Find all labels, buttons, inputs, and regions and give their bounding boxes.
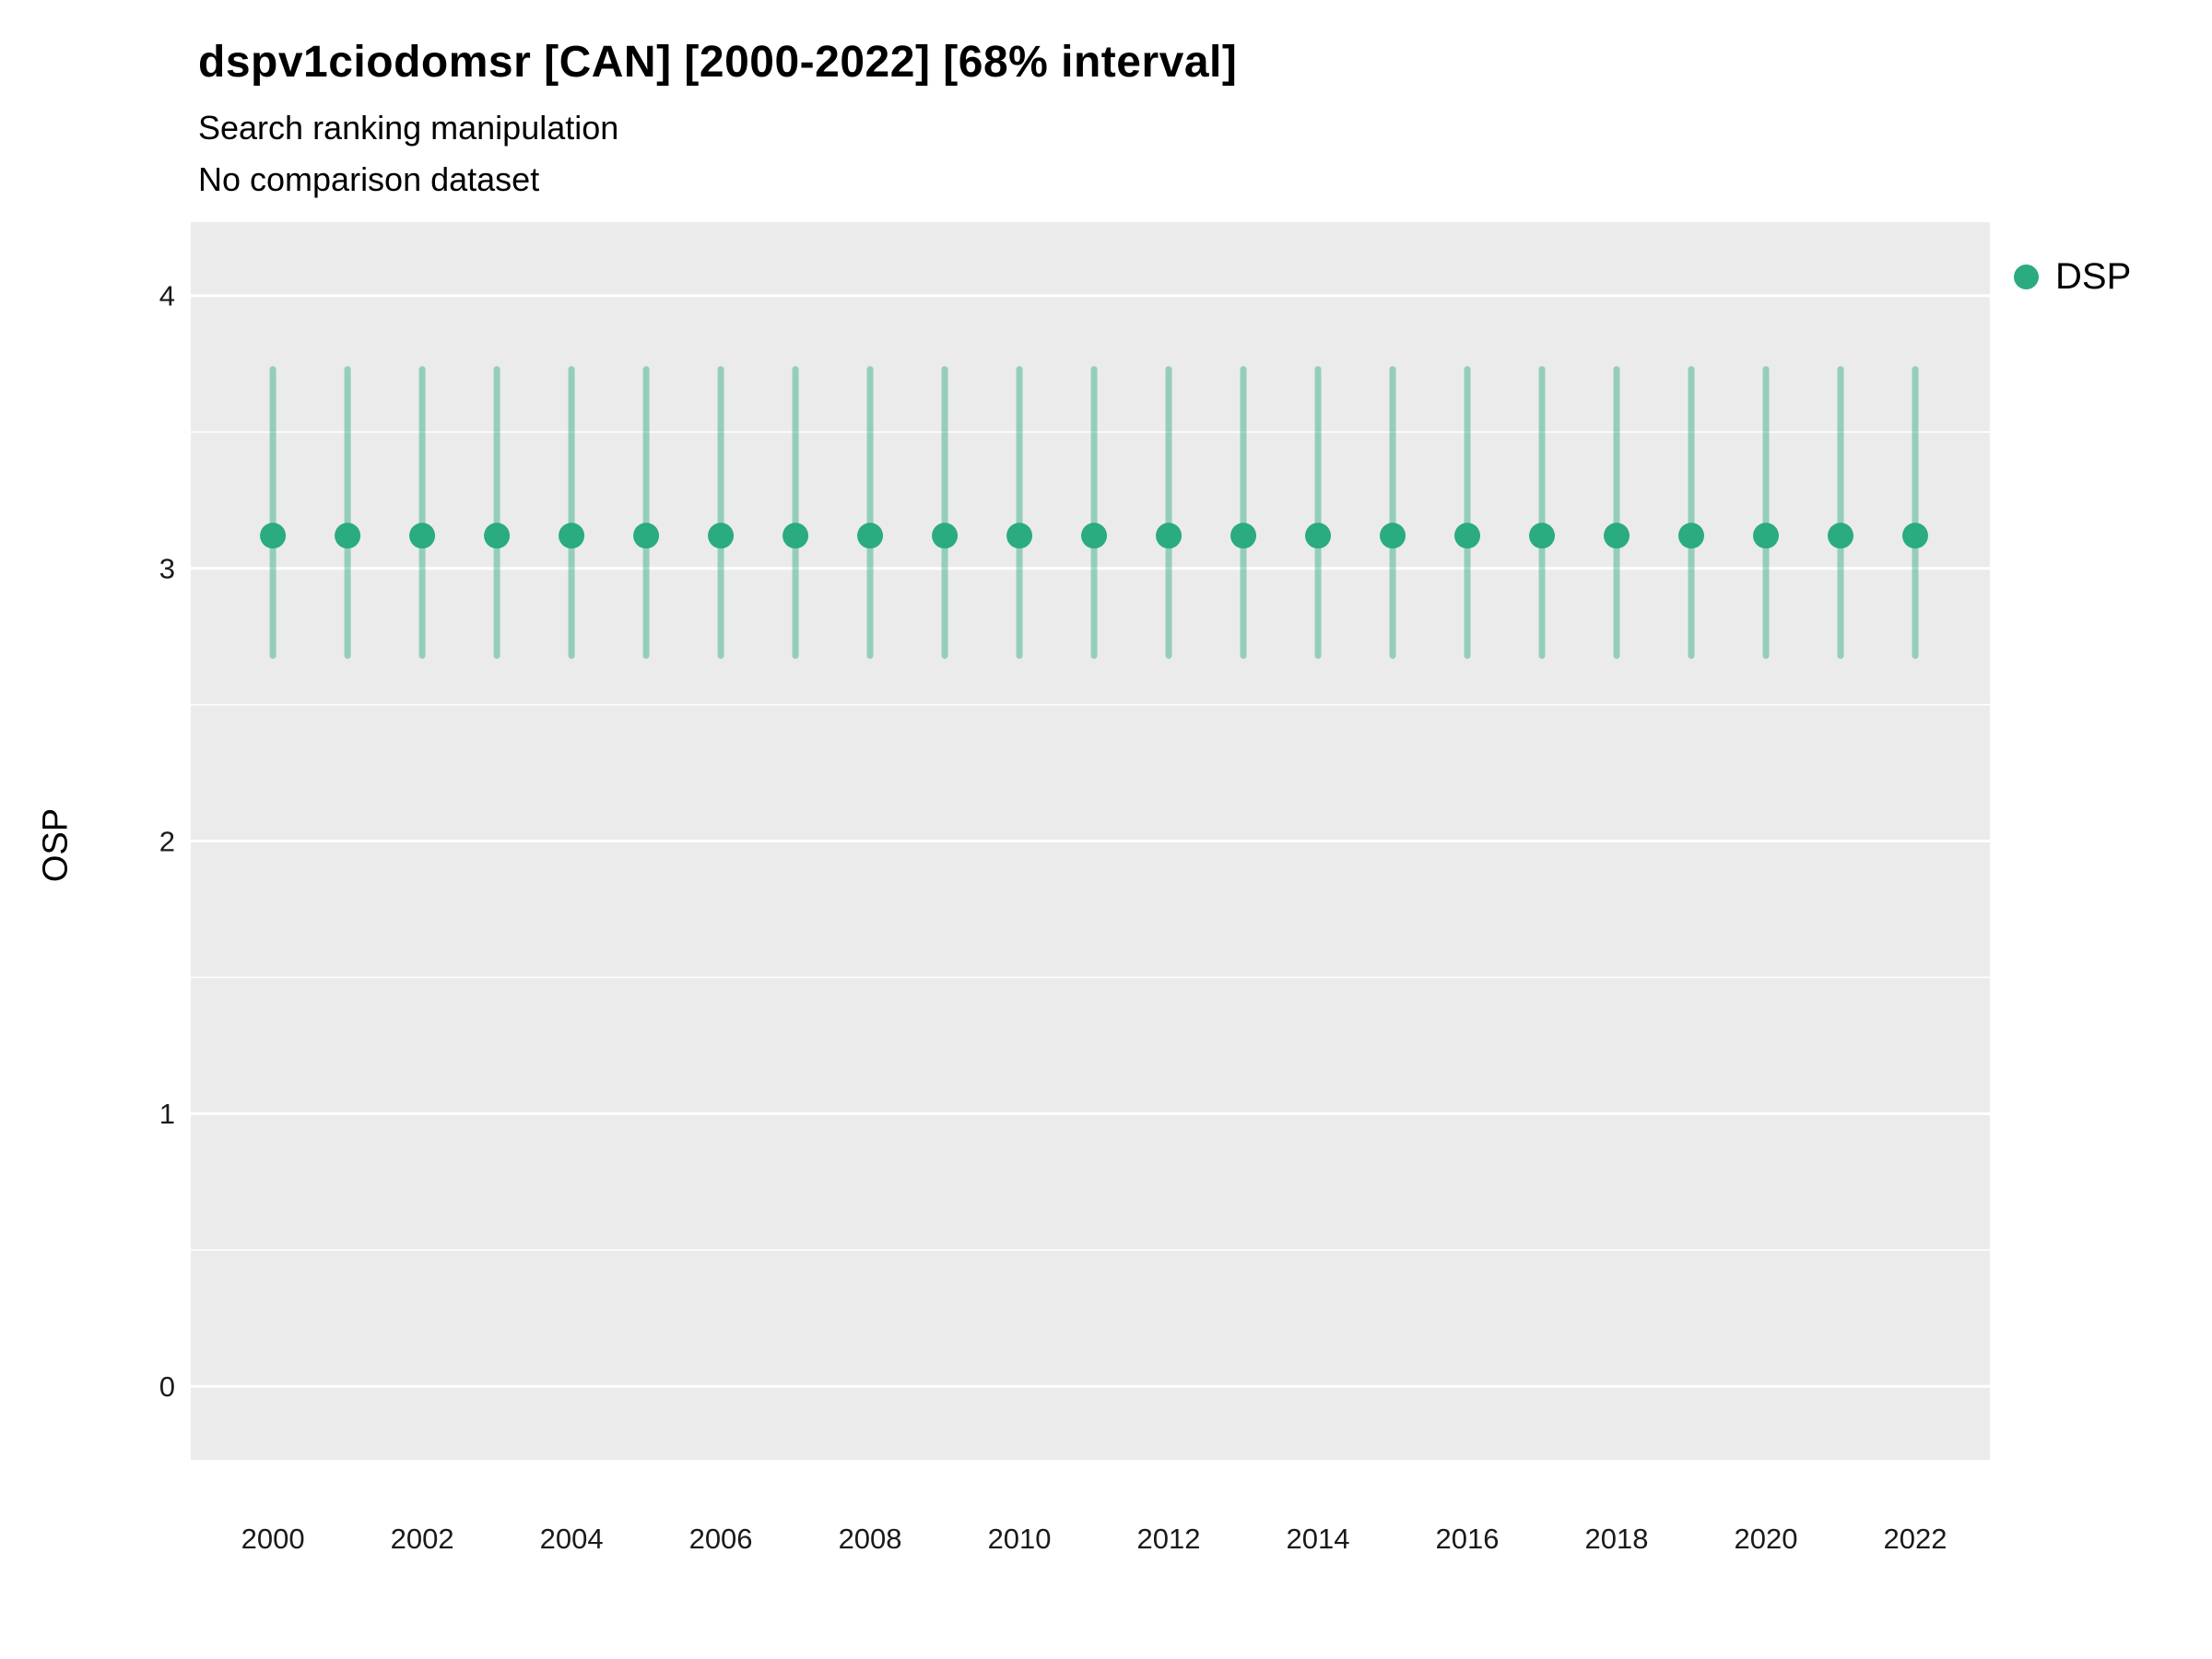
x-tick-label: 2002 bbox=[391, 1523, 454, 1555]
x-tick-label: 2000 bbox=[241, 1523, 305, 1555]
data-point bbox=[260, 523, 287, 549]
x-tick-label: 2020 bbox=[1735, 1523, 1798, 1555]
data-point bbox=[1678, 523, 1705, 549]
data-point bbox=[1380, 523, 1406, 549]
data-point bbox=[1604, 523, 1630, 549]
chart-header: dspv1ciodomsr [CAN] [2000-2022] [68% int… bbox=[198, 37, 1237, 206]
x-tick-label: 2006 bbox=[689, 1523, 753, 1555]
data-point bbox=[1902, 523, 1929, 549]
data-point bbox=[1529, 523, 1556, 549]
x-tick-label: 2022 bbox=[1884, 1523, 1947, 1555]
data-point bbox=[1006, 523, 1033, 549]
data-point bbox=[409, 523, 436, 549]
data-point bbox=[1081, 523, 1108, 549]
x-tick-label: 2010 bbox=[988, 1523, 1052, 1555]
x-tick-label: 2008 bbox=[839, 1523, 902, 1555]
data-point bbox=[633, 523, 660, 549]
x-tick-label: 2004 bbox=[540, 1523, 604, 1555]
data-point bbox=[857, 523, 884, 549]
data-point bbox=[1753, 523, 1780, 549]
x-tick-label: 2012 bbox=[1137, 1523, 1201, 1555]
data-point bbox=[1156, 523, 1182, 549]
data-point bbox=[1454, 523, 1481, 549]
data-point bbox=[559, 523, 585, 549]
data-point bbox=[708, 523, 735, 549]
data-point bbox=[1828, 523, 1854, 549]
y-axis-title: OSP bbox=[36, 807, 76, 883]
legend-swatch-dsp bbox=[2014, 265, 2039, 289]
x-tick-label: 2014 bbox=[1287, 1523, 1350, 1555]
legend-label-dsp: DSP bbox=[2055, 256, 2132, 297]
y-tick-label: 0 bbox=[159, 1371, 175, 1403]
data-point bbox=[1305, 523, 1332, 549]
y-tick-label: 3 bbox=[159, 553, 175, 585]
x-tick-label: 2016 bbox=[1436, 1523, 1500, 1555]
legend: DSP bbox=[2014, 256, 2131, 298]
data-point bbox=[932, 523, 959, 549]
data-point bbox=[782, 523, 809, 549]
chart-subtitle-2: No comparison dataset bbox=[198, 159, 540, 198]
x-tick-label: 2018 bbox=[1585, 1523, 1649, 1555]
data-point bbox=[335, 523, 361, 549]
data-point bbox=[484, 523, 511, 549]
y-tick-label: 1 bbox=[159, 1098, 175, 1130]
y-tick-label: 4 bbox=[159, 280, 175, 312]
chart-title: dspv1ciodomsr [CAN] [2000-2022] [68% int… bbox=[198, 38, 1238, 87]
data-point bbox=[1230, 523, 1257, 549]
y-tick-label: 2 bbox=[159, 825, 175, 857]
chart-subtitle-1: Search ranking manipulation bbox=[198, 109, 619, 147]
